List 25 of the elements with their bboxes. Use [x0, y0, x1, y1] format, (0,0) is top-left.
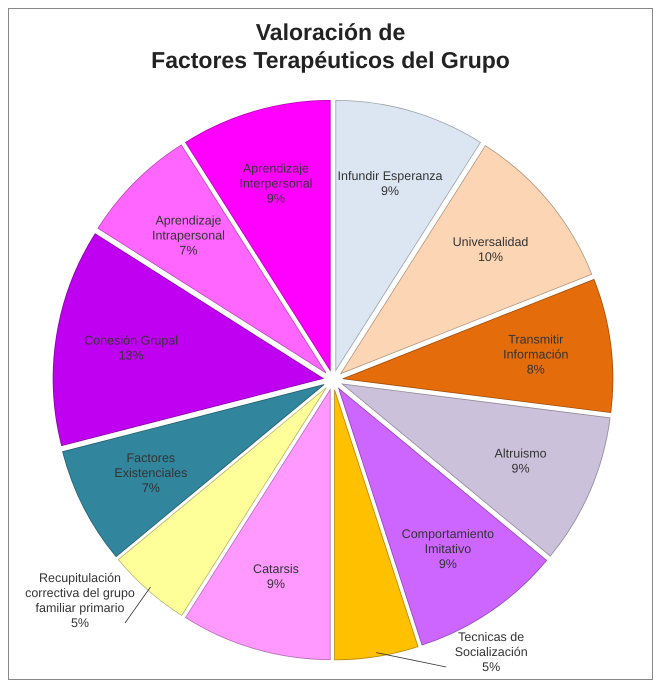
slice-label: Comportamiento Imitativo — [402, 527, 494, 556]
slice-label: Altruismo — [494, 446, 547, 461]
data-label: 5% — [482, 660, 500, 674]
slice-label: Aprendizaje Interpersonal — [239, 162, 312, 191]
slice-label: Tecnicas de Socialización — [454, 630, 528, 659]
data-label: 9% — [380, 184, 400, 198]
slice-label: Cohesión Grupal — [84, 334, 178, 348]
data-label: 8% — [526, 362, 545, 376]
data-label: 10% — [478, 250, 504, 264]
data-label: 9% — [266, 576, 286, 591]
slice-label: Infundir Esperanza — [338, 169, 443, 184]
chart-title: Valoración de Factores Terapéuticos del Grupo — [151, 19, 510, 73]
slice-label: Transmitir Información — [503, 332, 568, 362]
slice-label: Aprendizaje Intrapersonal — [152, 213, 225, 242]
data-label: 9% — [438, 557, 457, 572]
slice-label: Universalidad — [452, 235, 528, 250]
data-label: 13% — [118, 348, 144, 363]
slice-label: Catarsis — [253, 562, 299, 576]
slice-label: Recupitulación correctiva del grupo familiar primario — [25, 571, 135, 616]
data-label: 5% — [70, 616, 90, 630]
data-label: 7% — [179, 243, 198, 258]
data-label: 9% — [266, 192, 286, 206]
slice-label: Factores Existenciales — [114, 450, 188, 480]
data-label: 7% — [142, 480, 160, 495]
data-label: 9% — [512, 462, 530, 476]
